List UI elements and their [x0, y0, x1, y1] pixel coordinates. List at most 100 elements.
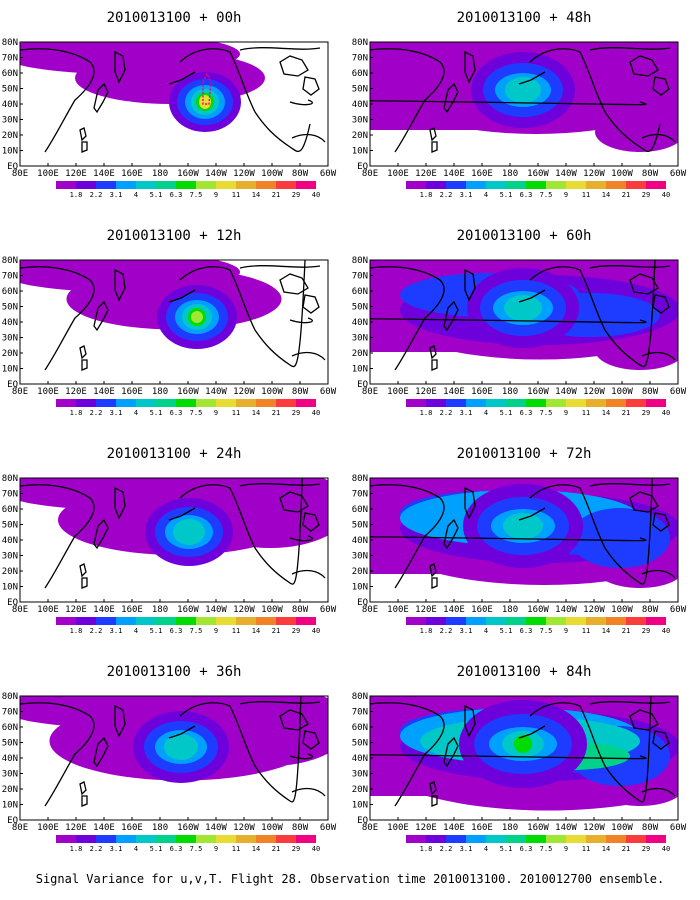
colorbar-swatch	[156, 835, 176, 843]
colorbar-label: 9	[564, 845, 568, 853]
colorbar-swatch	[426, 835, 446, 843]
lon-tick-label: 140E	[93, 605, 115, 615]
lon-tick-label: 160W	[177, 169, 199, 179]
lat-tick-label: 70N	[352, 708, 368, 718]
lat-tick-label: 10N	[352, 147, 368, 157]
lat-tick-label: 50N	[2, 85, 18, 95]
lat-tick-label: 50N	[352, 739, 368, 749]
colorbar-swatch	[236, 835, 256, 843]
lon-tick-label: 160W	[177, 823, 199, 833]
lon-tick-label: 160W	[177, 387, 199, 397]
colorbar-swatch	[546, 835, 566, 843]
lat-tick-label: 10N	[2, 365, 18, 375]
lon-tick-label: 140E	[443, 823, 465, 833]
lon-tick-label: 60W	[670, 169, 687, 179]
colorbar-swatch	[466, 399, 486, 407]
colorbar-label: 3.1	[110, 409, 123, 417]
lon-tick-label: 60W	[670, 387, 687, 397]
lon-tick-label: 160E	[471, 387, 493, 397]
colorbar-label: 6.3	[520, 627, 533, 635]
colorbar-swatch	[546, 617, 566, 625]
colorbar-swatch	[196, 399, 216, 407]
colorbar-label: 9	[214, 191, 218, 199]
colorbar-label: 5.1	[150, 409, 163, 417]
lat-tick-label: EQ	[7, 380, 18, 390]
colorbar-label: 4	[134, 627, 138, 635]
lat-tick-label: 30N	[2, 770, 18, 780]
colorbar-label: 40	[312, 627, 320, 635]
colorbar-label: 4	[484, 191, 488, 199]
colorbar-swatch	[506, 399, 526, 407]
colorbar-swatch	[76, 835, 96, 843]
lon-tick-label: 160E	[121, 823, 143, 833]
colorbar-label: 5.1	[500, 845, 513, 853]
colorbar-label: 3.1	[110, 845, 123, 853]
colorbar: 1.8 2.2 3.1 4 5.1 6.3 7.5 9 11 14 21 29 40	[56, 835, 320, 853]
colorbar-swatch	[546, 399, 566, 407]
lon-tick-label: 80W	[292, 605, 309, 615]
colorbar-swatch	[586, 399, 606, 407]
colorbar-swatch	[466, 181, 486, 189]
colorbar-swatch	[96, 835, 116, 843]
lon-tick-label: 100W	[611, 387, 633, 397]
lat-tick-label: 50N	[2, 303, 18, 313]
colorbar-label: 21	[272, 845, 280, 853]
lat-tick-label: 30N	[2, 334, 18, 344]
lon-tick-label: 80W	[642, 605, 659, 615]
lat-tick-label: 30N	[2, 116, 18, 126]
lon-tick-label: 140E	[443, 605, 465, 615]
colorbar-label: 9	[214, 627, 218, 635]
lat-tick-label: 70N	[2, 272, 18, 282]
lon-tick-label: 80E	[12, 605, 28, 615]
colorbar-label: 29	[292, 845, 300, 853]
colorbar-swatch	[96, 617, 116, 625]
colorbar-label: 7.5	[190, 409, 203, 417]
colorbar-label: 4	[134, 409, 138, 417]
colorbar-label: 9	[564, 627, 568, 635]
colorbar-swatch	[446, 835, 466, 843]
colorbar-swatch	[276, 617, 296, 625]
lon-tick-label: 160E	[121, 169, 143, 179]
colorbar-swatch	[486, 399, 506, 407]
lat-tick-label: 80N	[352, 692, 368, 702]
colorbar-swatch	[256, 617, 276, 625]
lat-tick-label: 70N	[352, 490, 368, 500]
lat-tick-label: 60N	[352, 723, 368, 733]
lon-tick-label: 80W	[642, 823, 659, 833]
lon-tick-label: 80E	[12, 823, 28, 833]
lat-tick-label: 70N	[352, 272, 368, 282]
colorbar-swatch	[606, 399, 626, 407]
colorbar-label: 3.1	[110, 191, 123, 199]
colorbar-label: 29	[292, 191, 300, 199]
lat-tick-label: 60N	[2, 287, 18, 297]
lon-tick-label: 180	[502, 387, 518, 397]
lat-tick-label: 30N	[2, 552, 18, 562]
colorbar-label: 14	[252, 191, 260, 199]
lat-tick-label: EQ	[7, 598, 18, 608]
lat-tick-label: 10N	[2, 583, 18, 593]
lon-tick-label: 120E	[65, 823, 87, 833]
lon-tick-label: 140E	[93, 387, 115, 397]
colorbar-swatch	[526, 835, 546, 843]
lat-tick-label: 20N	[352, 349, 368, 359]
lon-tick-label: 120E	[415, 169, 437, 179]
colorbar-label: 11	[232, 409, 240, 417]
lon-tick-label: 120E	[65, 605, 87, 615]
lon-tick-label: 120W	[233, 823, 255, 833]
colorbar-label: 5.1	[500, 191, 513, 199]
colorbar-label: 11	[232, 627, 240, 635]
lon-tick-label: 60W	[320, 169, 337, 179]
colorbar-swatch	[236, 399, 256, 407]
colorbar: 1.8 2.2 3.1 4 5.1 6.3 7.5 9 11 14 21 29 40	[56, 399, 320, 417]
colorbar-swatch	[216, 181, 236, 189]
lon-tick-label: 80E	[12, 387, 28, 397]
colorbar-swatch	[156, 181, 176, 189]
lat-tick-label: 70N	[2, 54, 18, 64]
lat-tick-label: 40N	[2, 318, 18, 328]
lon-tick-label: 180	[502, 605, 518, 615]
colorbar-label: 4	[484, 845, 488, 853]
colorbar-label: 21	[622, 845, 630, 853]
lon-tick-label: 120W	[233, 387, 255, 397]
lat-tick-label: 20N	[2, 785, 18, 795]
